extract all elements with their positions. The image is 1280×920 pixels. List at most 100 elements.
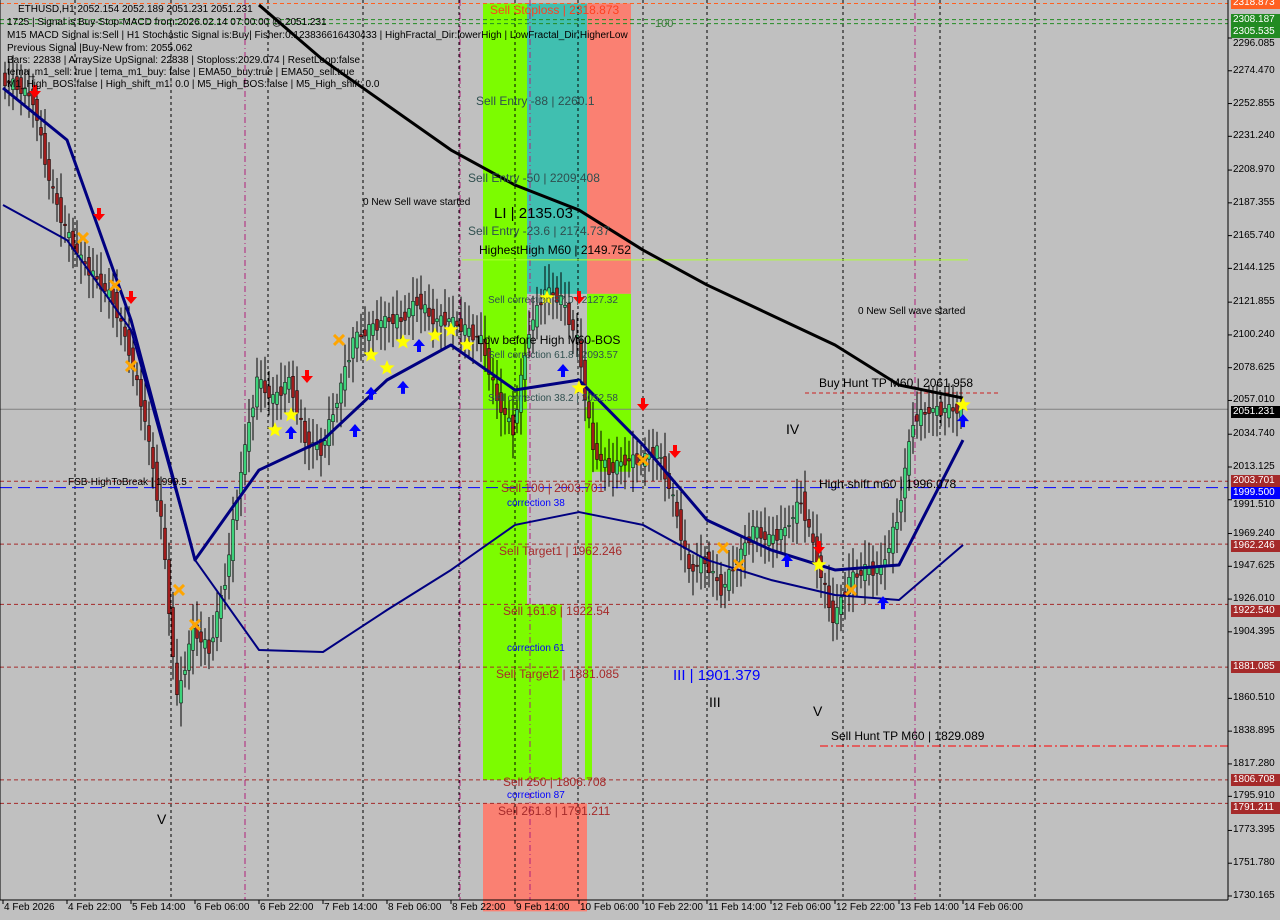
sell-entry-50-label: Sell Entry -50 | 2209.408 [468,171,600,185]
candle [123,326,127,337]
candle [535,305,539,328]
candle [587,401,591,419]
candle [935,406,939,416]
candle [627,458,631,462]
candle [791,517,795,520]
star-marker [427,327,443,342]
star-marker [363,346,379,362]
candle [347,360,351,363]
candle [923,412,927,415]
time-tick-label: 14 Feb 06:00 [964,902,1023,913]
candle [507,417,511,422]
time-tick-label: 5 Feb 14:00 [132,902,186,913]
candle [339,382,343,404]
candle [139,379,143,407]
sell-target1-label: Sell Target1 | 1962.246 [499,544,622,558]
price-level-tag: 2305.535 [1231,25,1280,38]
candle [359,334,363,338]
candle [103,283,107,292]
candle [411,300,415,317]
buy-arrow-marker [957,414,969,428]
star-marker [539,289,555,305]
candle [67,232,71,238]
sell-arrow-marker [301,369,313,383]
candle [363,329,367,337]
candle [203,639,207,649]
price-level-tag: 2318.873 [1231,0,1280,10]
time-tick-label: 10 Feb 06:00 [580,902,639,913]
price-tick-label: 2187.355 [1233,196,1275,208]
candle [271,394,275,404]
new-sell-wave-label: 0 New Sell wave started [858,306,966,317]
candle [399,317,403,322]
candle [823,582,827,585]
info-line: tema_m1_sell: true | tema_m1_buy: false … [7,67,355,78]
price-tick-label: 1947.625 [1233,560,1275,572]
candle [827,585,831,608]
candle [47,159,51,181]
candle [343,366,347,391]
sell-hunt-tp-label: Sell Hunt TP M60 | 1829.089 [831,729,985,743]
candle [487,348,491,375]
star-marker [955,397,971,412]
price-level-tag: 1806.708 [1231,773,1280,786]
time-tick-label: 4 Feb 2026 [4,902,55,913]
star-marker [395,333,411,349]
candle [811,533,815,543]
candle [807,519,811,528]
candle [907,441,911,476]
candle [783,527,787,537]
price-tick-label: 1860.510 [1233,692,1275,704]
candle [919,409,923,426]
sell-correction-87-label: Sell correction 87.0 | 2127.32 [488,295,618,306]
candle [671,494,675,497]
candle [951,407,955,412]
candle [303,420,307,443]
candle [891,526,895,554]
high-shift-label: High-shift m60 | 1996.078 [819,477,957,491]
candle [575,334,579,338]
candle [367,324,371,341]
cross-marker [332,333,346,347]
price-tick-label: 2078.625 [1233,361,1275,373]
candle [591,422,595,450]
cross-marker [108,279,122,292]
candle [887,548,891,553]
info-line: 1725 | Signal is Buy-Stop-MACD from:2026… [7,17,327,28]
candle [931,408,935,413]
candle [163,527,167,560]
candle [939,401,943,416]
candle [723,584,727,588]
candle [603,459,607,468]
candle [375,319,379,331]
candle [559,295,563,305]
candle [531,319,535,331]
price-tick-label: 1969.240 [1233,527,1275,539]
sell-arrow-marker [813,540,825,554]
candle [127,329,131,356]
candle [563,304,567,308]
candle [335,402,339,409]
wave-v-label: V [813,703,823,719]
candle [699,556,703,574]
ema_slow-line [2,204,964,653]
info-line: Previous Signal |Buy-New from: 2055.062 [7,43,193,54]
candle [407,308,411,318]
candle [43,133,47,165]
candle [387,317,391,322]
candle [207,639,211,654]
candle [19,77,23,94]
candle [719,574,723,596]
candle [199,631,203,643]
candle [767,534,771,546]
candle [355,331,359,349]
candle [863,564,867,581]
time-tick-label: 6 Feb 22:00 [260,902,314,913]
candle [879,566,883,575]
time-tick-label: 12 Feb 06:00 [772,902,831,913]
candle [551,292,555,296]
sell-100-label: Sell 100 | 2003.701 [501,481,605,495]
candle [191,627,195,651]
candle [179,680,183,704]
